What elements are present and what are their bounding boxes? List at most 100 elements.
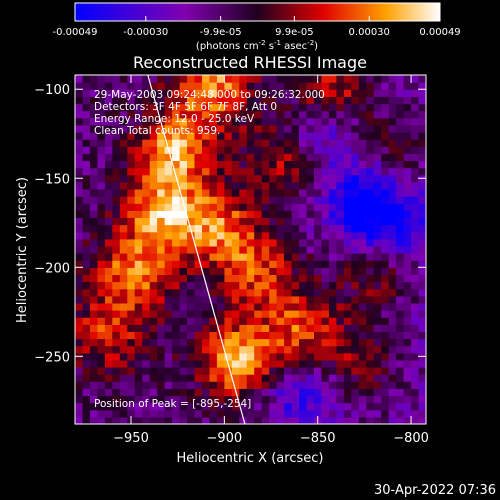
heatmap-cell <box>254 217 263 226</box>
heatmap-cell <box>291 395 300 404</box>
heatmap-cell <box>269 153 278 161</box>
heatmap-cell <box>299 203 308 211</box>
heatmap-cell <box>306 388 315 397</box>
heatmap-cell <box>403 181 412 190</box>
heatmap-cell <box>224 117 233 126</box>
heatmap-cell <box>224 89 233 97</box>
heatmap-cell <box>314 253 323 261</box>
heatmap-cell <box>246 352 255 361</box>
heatmap-cell <box>97 367 106 375</box>
heatmap-cell <box>75 181 84 190</box>
heatmap-cell <box>187 75 196 83</box>
heatmap-cell <box>358 146 367 154</box>
heatmap-cell <box>276 181 285 190</box>
heatmap-cell <box>351 381 360 389</box>
heatmap-cell <box>314 160 323 169</box>
heatmap-cell <box>82 245 91 254</box>
heatmap-cell <box>411 388 420 397</box>
heatmap-cell <box>172 381 181 389</box>
heatmap-cell <box>157 381 166 389</box>
heatmap-cell <box>82 324 91 332</box>
heatmap-cell <box>291 146 300 154</box>
heatmap-cell <box>239 331 248 340</box>
heatmap-cell <box>209 174 218 183</box>
heatmap-cell <box>299 359 308 368</box>
heatmap-cell <box>284 388 293 397</box>
heatmap-cell <box>209 139 218 147</box>
heatmap-cell <box>82 317 91 325</box>
heatmap-cell <box>246 338 255 347</box>
heatmap-cell <box>112 274 121 283</box>
heatmap-cell <box>418 338 426 347</box>
heatmap-cell <box>351 345 360 354</box>
heatmap-cell <box>328 352 337 361</box>
heatmap-cell <box>306 295 315 304</box>
heatmap-cell <box>388 260 397 268</box>
heatmap-cell <box>373 317 382 325</box>
heatmap-cell <box>306 310 315 318</box>
heatmap-cell <box>142 160 151 169</box>
heatmap-cell <box>97 267 106 275</box>
heatmap-cell <box>239 409 248 418</box>
heatmap-cell <box>104 132 113 140</box>
heatmap-cell <box>75 395 84 404</box>
heatmap-cell <box>194 281 203 290</box>
heatmap-cell <box>343 210 352 218</box>
heatmap-cell <box>164 181 173 190</box>
heatmap-cell <box>418 96 426 105</box>
heatmap-cell <box>224 217 233 226</box>
heatmap-cell <box>75 288 84 297</box>
heatmap-cell <box>328 82 337 90</box>
annotations: 29-May-2003 09:24:48.000 to 09:26:32.000… <box>94 89 325 410</box>
heatmap-cell <box>179 224 188 233</box>
heatmap-cell <box>261 189 270 197</box>
heatmap-cell <box>216 302 225 311</box>
heatmap-cell <box>388 196 397 204</box>
heatmap-cell <box>381 317 390 325</box>
heatmap-cell <box>216 96 225 105</box>
heatmap-cell <box>396 89 405 97</box>
heatmap-cell <box>396 367 405 375</box>
annotation-peak-position: Position of Peak = [-895,-254] <box>94 398 251 410</box>
heatmap-cell <box>306 124 315 133</box>
heatmap-cell <box>202 409 211 418</box>
heatmap-cell <box>89 381 98 389</box>
heatmap-cell <box>269 82 278 90</box>
heatmap-cell <box>127 181 136 190</box>
heatmap-cell <box>269 89 278 97</box>
heatmap-cell <box>343 253 352 261</box>
heatmap-cell <box>179 331 188 340</box>
heatmap-cell <box>373 402 382 411</box>
heatmap-cell <box>142 395 151 404</box>
heatmap-cell <box>284 345 293 354</box>
heatmap-cell <box>299 338 308 347</box>
heatmap-cell <box>187 231 196 240</box>
heatmap-cell <box>82 395 91 404</box>
heatmap-cell <box>276 352 285 361</box>
heatmap-cell <box>134 96 143 105</box>
heatmap-cell <box>343 402 352 411</box>
heatmap-cell <box>112 132 121 140</box>
heatmap-cell <box>254 117 263 126</box>
heatmap-cell <box>299 153 308 161</box>
heatmap-cell <box>254 395 263 404</box>
heatmap-cell <box>328 338 337 347</box>
heatmap-cell <box>216 103 225 112</box>
heatmap-cell <box>164 395 173 404</box>
heatmap-cell <box>291 110 300 119</box>
heatmap-cell <box>254 174 263 183</box>
heatmap-cell <box>388 75 397 83</box>
heatmap-cell <box>418 267 426 275</box>
heatmap-cell <box>164 409 173 418</box>
heatmap-cell <box>343 117 352 126</box>
heatmap-cell <box>343 317 352 325</box>
heatmap-cell <box>388 302 397 311</box>
heatmap-cell <box>104 374 113 382</box>
heatmap-cell <box>366 388 375 397</box>
heatmap-cell <box>239 245 248 254</box>
heatmap-cell <box>358 416 367 424</box>
heatmap-cell <box>157 345 166 354</box>
heatmap-cell <box>172 217 181 226</box>
heatmap-cell <box>373 281 382 290</box>
heatmap-cell <box>239 359 248 368</box>
